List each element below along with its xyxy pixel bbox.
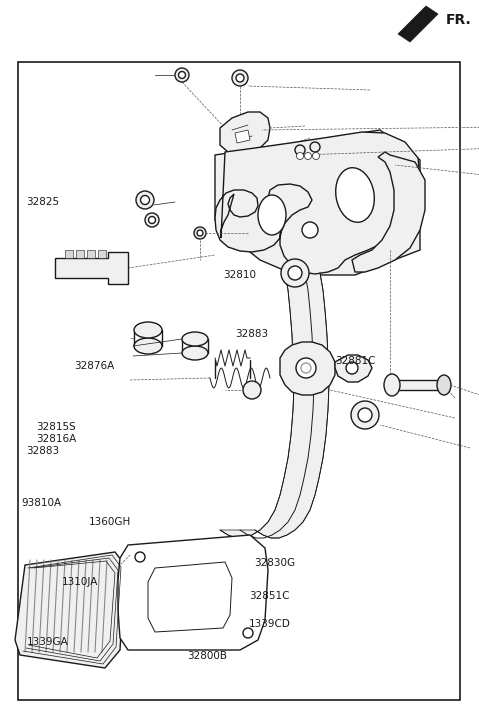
Text: 32883: 32883 [26,446,59,456]
Polygon shape [215,130,420,275]
Polygon shape [148,562,232,632]
Polygon shape [390,380,445,390]
Polygon shape [280,342,335,395]
Text: 1360GH: 1360GH [89,517,131,527]
Polygon shape [352,152,425,272]
Text: 32830G: 32830G [254,558,295,569]
Text: 32810: 32810 [223,270,256,280]
Polygon shape [220,273,329,538]
Text: 32800B: 32800B [187,651,227,661]
Polygon shape [118,535,268,650]
Polygon shape [87,250,95,258]
Text: 93810A: 93810A [22,498,62,508]
Ellipse shape [182,332,208,346]
Circle shape [145,213,159,227]
Circle shape [296,358,316,378]
Polygon shape [235,130,250,143]
Polygon shape [335,355,372,382]
Ellipse shape [134,322,162,338]
Ellipse shape [384,374,400,396]
Polygon shape [18,62,460,700]
Ellipse shape [134,338,162,354]
Circle shape [297,153,304,159]
Text: 32816A: 32816A [36,434,76,444]
Circle shape [295,145,305,155]
Polygon shape [76,250,84,258]
Circle shape [236,74,244,82]
Circle shape [288,266,302,280]
Text: 32876A: 32876A [74,361,114,371]
Circle shape [281,259,309,287]
Circle shape [310,142,320,152]
Polygon shape [98,250,106,258]
Text: 32881C: 32881C [335,356,376,366]
Ellipse shape [437,375,451,395]
Polygon shape [55,252,128,284]
Circle shape [175,68,189,82]
Circle shape [305,153,311,159]
Text: 1339GA: 1339GA [26,637,68,647]
Circle shape [243,628,253,638]
Text: 1310JA: 1310JA [62,577,99,587]
Circle shape [351,401,379,429]
Circle shape [148,217,156,223]
Ellipse shape [336,168,374,222]
Text: FR.: FR. [446,13,472,27]
Circle shape [358,408,372,422]
Polygon shape [215,132,420,274]
Circle shape [194,227,206,239]
Circle shape [346,362,358,374]
Circle shape [301,363,311,373]
Circle shape [140,196,149,204]
Ellipse shape [182,346,208,360]
Polygon shape [15,552,125,668]
Text: 1339CD: 1339CD [249,619,291,629]
Circle shape [302,222,318,238]
Circle shape [312,153,319,159]
Text: 32883: 32883 [235,329,268,340]
Polygon shape [220,112,270,155]
Ellipse shape [258,195,286,235]
Circle shape [135,552,145,562]
Text: 32825: 32825 [26,197,59,207]
Circle shape [232,70,248,86]
Circle shape [243,381,261,399]
Circle shape [179,71,185,79]
Circle shape [197,230,203,236]
Text: 32815S: 32815S [36,422,76,432]
Polygon shape [398,6,438,42]
Text: 32851C: 32851C [249,591,290,601]
Polygon shape [65,250,73,258]
Circle shape [136,191,154,209]
